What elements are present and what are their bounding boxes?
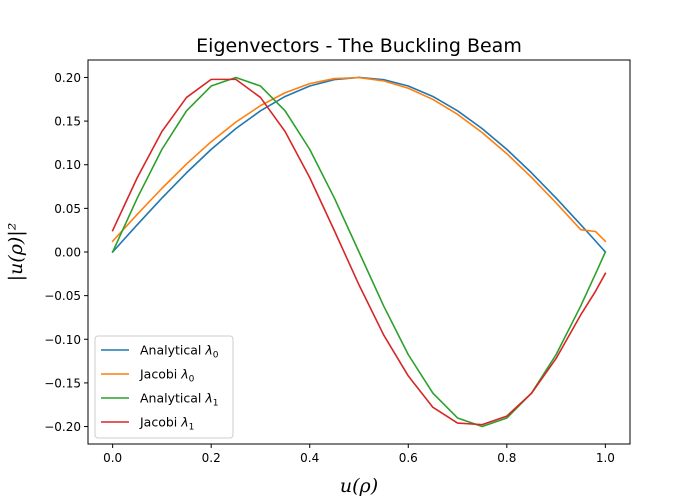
y-tick-label: −0.10 — [44, 333, 81, 347]
y-axis-label: |u(ρ)|² — [5, 223, 27, 282]
legend-label-text: Analytical — [140, 343, 205, 358]
x-axis-label: u(ρ) — [340, 475, 378, 497]
x-tick-label: 0.0 — [103, 451, 122, 465]
legend-label-text: Jacobi — [139, 415, 181, 430]
y-tick-label: −0.05 — [44, 289, 81, 303]
y-tick-label: 0.00 — [54, 246, 81, 260]
y-tick-label: 0.05 — [54, 202, 81, 216]
legend-label-2: Analytical λ1 — [140, 391, 219, 409]
series-line-1 — [111, 76, 607, 243]
legend-label-symbol: λ — [180, 415, 188, 430]
legend-label-subscript: 0 — [213, 351, 219, 361]
legend-box — [94, 335, 234, 439]
legend-label-subscript: 1 — [213, 399, 219, 409]
chart-title: Eigenvectors - The Buckling Beam — [196, 35, 522, 57]
legend-label-symbol: λ — [204, 343, 212, 358]
x-tick-label: 0.4 — [300, 451, 319, 465]
legend-label-symbol: λ — [204, 391, 212, 406]
legend-label-text: Jacobi — [139, 367, 181, 382]
y-tick-label: 0.20 — [54, 71, 81, 85]
legend-label-subscript: 0 — [189, 375, 195, 385]
y-tick-label: 0.10 — [54, 158, 81, 172]
legend-label-text: Analytical — [140, 391, 205, 406]
series-line-2 — [111, 76, 607, 428]
x-tick-label: 1.0 — [596, 451, 615, 465]
x-tick-label: 0.8 — [497, 451, 516, 465]
legend-label-0: Analytical λ0 — [140, 343, 219, 361]
legend-label-3: Jacobi λ1 — [139, 415, 194, 433]
y-tick-label: −0.15 — [44, 376, 81, 390]
y-tick-label: −0.20 — [44, 420, 81, 434]
x-tick-label: 0.2 — [202, 451, 221, 465]
legend-label-1: Jacobi λ0 — [139, 367, 195, 385]
x-tick-label: 0.6 — [399, 451, 418, 465]
legend-label-subscript: 1 — [189, 423, 195, 433]
y-tick-label: 0.15 — [54, 115, 81, 129]
legend-label-symbol: λ — [180, 367, 188, 382]
series-line-3 — [111, 78, 607, 426]
